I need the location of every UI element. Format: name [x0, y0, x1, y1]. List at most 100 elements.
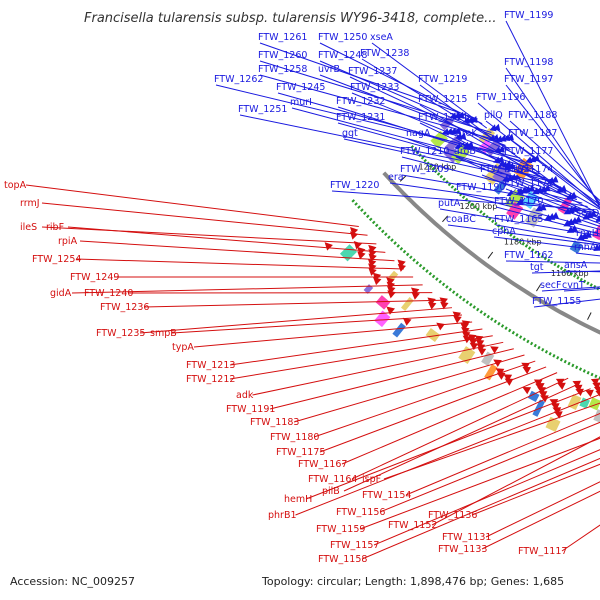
gene-feature — [588, 397, 600, 411]
gene-arrow — [439, 297, 448, 306]
minor-tick — [491, 219, 495, 224]
gene-feature — [400, 297, 414, 312]
scale-tick — [487, 251, 494, 259]
minor-tick — [571, 363, 575, 368]
gene-label-era: era — [388, 172, 404, 183]
gene-label-pilq: pilQ — [484, 110, 503, 121]
gene-label-ansa: ansA — [564, 260, 588, 271]
minor-tick — [447, 182, 452, 187]
map-title: Francisella tularensis subsp. tularensis… — [84, 11, 497, 26]
gene-label-cvnt: cvnT — [562, 280, 585, 291]
gene-label-ftw-1248: FTW_1248 — [318, 50, 367, 61]
gene-label-ftw-1188: FTW_1188 — [508, 110, 557, 121]
minor-tick — [544, 349, 549, 354]
minor-tick — [500, 226, 504, 231]
gene-label-ftw-1199: FTW_1199 — [504, 10, 553, 21]
gene-label-ftw-1133: FTW_1133 — [438, 544, 487, 555]
gene-arrow — [490, 346, 499, 354]
gene-arrow — [495, 368, 505, 376]
minor-tick — [553, 262, 557, 267]
gene-label-ftw-1192: FTW_1192 — [480, 164, 529, 175]
minor-tick — [563, 359, 567, 364]
gene-arrow — [592, 382, 600, 390]
gene-label-ftw-1210: FTW_1210 — [400, 146, 449, 157]
minor-tick — [518, 335, 523, 339]
leader-line-forward — [259, 60, 492, 134]
minor-tick — [396, 244, 400, 248]
minor-tick — [576, 276, 580, 280]
gene-label-ftw-1156: FTW_1156 — [336, 507, 385, 518]
backbone-arc — [382, 171, 600, 335]
gene-feature — [425, 328, 441, 342]
minor-tick — [377, 226, 382, 231]
leader-line-forward — [541, 286, 600, 292]
gene-arrow — [367, 259, 377, 268]
gene-label-ftw-1261: FTW_1261 — [258, 32, 307, 43]
minor-tick — [579, 277, 583, 282]
minor-tick — [354, 202, 358, 206]
gene-label-ftw-1131: FTW_1131 — [442, 532, 491, 543]
minor-tick — [488, 217, 492, 221]
leader-line-reverse — [383, 402, 600, 480]
gene-arrow — [402, 317, 412, 326]
minor-tick — [428, 271, 433, 276]
scale-tick — [399, 175, 407, 182]
gene-arrow — [503, 374, 513, 382]
minor-tick — [529, 341, 534, 346]
leader-line-reverse — [25, 184, 359, 227]
gene-arrow — [476, 343, 486, 352]
minor-tick — [439, 174, 444, 179]
gene-arrow — [461, 331, 471, 340]
gene-label-ftw-1236: FTW_1236 — [100, 302, 149, 313]
leader-line-forward — [439, 208, 600, 237]
leader-line-forward — [371, 42, 488, 129]
minor-tick — [450, 185, 455, 189]
minor-tick — [393, 241, 397, 245]
minor-tick — [524, 244, 529, 248]
leader-line-reverse — [143, 299, 443, 308]
leader-line-reverse — [379, 421, 600, 513]
gene-arrow — [497, 145, 505, 153]
gene-label-ggt: ggt — [342, 128, 358, 139]
minor-tick — [537, 252, 541, 257]
gene-label-ftw-1187: FTW_1187 — [508, 128, 557, 139]
gene-label-secd: secD — [576, 208, 599, 219]
gene-label-ftw-1164: FTW_1164 — [308, 474, 357, 485]
gene-feature — [579, 397, 590, 409]
gene-label-arob: aroB — [454, 146, 476, 157]
leader-line-forward — [495, 206, 600, 235]
leader-line-forward — [215, 84, 521, 159]
leader-line-reverse — [171, 314, 463, 334]
gene-arrow — [585, 389, 594, 398]
leader-line-reverse — [313, 360, 536, 438]
minor-tick — [357, 205, 361, 209]
minor-tick — [366, 214, 370, 219]
minor-tick — [435, 277, 439, 281]
leader-line-reverse — [319, 366, 547, 453]
gene-label-iles: ileS — [20, 222, 37, 233]
gene-label-ftw-1219: FTW_1219 — [418, 74, 467, 85]
minor-tick — [567, 361, 571, 366]
minor-tick — [511, 330, 515, 335]
leader-line-forward — [505, 188, 600, 225]
leader-line-reverse — [67, 226, 386, 253]
gene-label-ftw-1233: FTW_1233 — [350, 82, 399, 93]
gene-arrow — [590, 378, 600, 386]
gene-arrow — [324, 242, 333, 251]
leader-line-reverse — [481, 490, 600, 550]
minor-tick — [515, 333, 519, 337]
minor-tick — [431, 274, 436, 279]
minor-tick — [410, 145, 414, 149]
minor-tick — [482, 212, 486, 217]
gene-label-ftw-1198: FTW_1198 — [504, 57, 553, 68]
gene-label-ftw-1159: FTW_1159 — [316, 524, 365, 535]
leader-line-reverse — [361, 457, 600, 560]
minor-tick — [573, 274, 577, 278]
minor-tick — [445, 285, 449, 289]
minor-tick — [509, 233, 513, 237]
leader-line-forward — [259, 74, 501, 142]
minor-tick — [461, 195, 466, 199]
minor-tick — [500, 324, 505, 328]
leader-line-forward — [563, 288, 600, 292]
leader-line-forward — [455, 156, 600, 220]
